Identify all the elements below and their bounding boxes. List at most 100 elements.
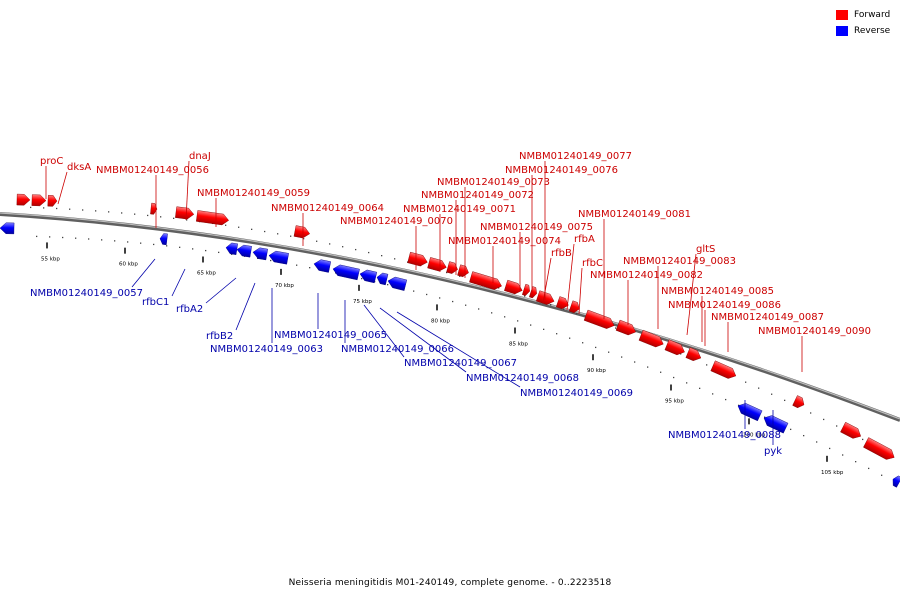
track-dot [69,208,71,210]
track-dot [316,240,318,242]
forward-gene[interactable] [522,283,531,296]
reverse-gene[interactable] [313,258,332,273]
forward-gene-leader [578,267,583,315]
forward-gene-leader [566,243,575,311]
forward-gene[interactable] [615,319,638,337]
track-dot [296,264,298,266]
track-dot [855,461,857,463]
forward-gene[interactable] [840,421,863,441]
track-dot [459,275,461,277]
forward-gene[interactable] [150,202,158,215]
forward-gene[interactable] [529,286,538,299]
reverse-gene[interactable] [252,247,268,261]
track-dot [342,246,344,248]
track-dot [465,304,467,306]
scale-tick-label: 75 kbp [353,299,372,305]
reverse-gene[interactable] [376,272,389,286]
reverse-gene[interactable] [236,244,252,258]
reverse-gene-label: NMBM01240149_0066 [341,344,454,355]
forward-gene[interactable] [31,194,47,207]
track-dot [699,387,701,389]
forward-gene-leader [542,257,552,304]
reverse-gene[interactable] [268,250,289,265]
forward-gene-label: gltS [696,244,715,255]
forward-gene[interactable] [664,339,687,357]
reverse-gene-leader [379,307,467,373]
track-dot [251,228,253,230]
track-dot [608,351,610,353]
forward-gene[interactable] [16,193,31,206]
forward-gene-label: NMBM01240149_0086 [668,300,781,311]
track-dot [550,304,552,306]
reverse-gene[interactable] [332,264,360,281]
forward-gene[interactable] [568,300,581,314]
track-dot [140,242,142,244]
track-dot [381,255,383,257]
track-dot [290,235,292,237]
reverse-gene[interactable] [159,233,168,246]
genome-caption: Neisseria meningitidis M01-240149, compl… [288,578,612,588]
forward-gene-label: NMBM01240149_0090 [758,326,871,337]
forward-gene[interactable] [47,194,58,207]
track-dot [192,248,194,250]
forward-gene[interactable] [583,309,616,331]
track-dot [329,243,331,245]
track-dot [127,241,129,243]
legend-forward-label: Forward [854,10,891,20]
track-dot [680,353,682,355]
track-dot [862,438,864,441]
reverse-gene[interactable] [387,276,408,291]
track-dot [784,399,786,402]
forward-gene-label: NMBM01240149_0075 [480,222,593,233]
forward-gene[interactable] [196,210,229,226]
track-dot [595,346,597,349]
forward-gene[interactable] [685,347,703,363]
track-dot [725,398,727,401]
reverse-gene[interactable] [762,413,789,434]
track-dot [829,447,831,450]
forward-gene[interactable] [293,225,311,240]
track-dot [270,259,272,262]
reverse-gene[interactable] [736,401,763,422]
forward-gene[interactable] [555,296,570,311]
forward-gene-label: rfbB [551,248,572,259]
reverse-gene[interactable] [890,474,900,488]
track-dot [706,364,708,366]
forward-gene[interactable] [710,360,738,381]
reverse-gene[interactable] [359,269,378,284]
forward-gene[interactable] [407,251,429,267]
scale-tick-label: 80 kbp [431,318,450,324]
forward-gene-label: NMBM01240149_0083 [623,256,736,267]
track-dot [868,467,870,470]
track-dot [556,333,558,335]
track-dot [147,214,149,217]
track-dot [446,271,448,274]
scale-tick-label: 70 kbp [275,283,294,289]
forward-gene[interactable] [863,437,896,463]
forward-gene-label: NMBM01240149_0076 [505,165,618,176]
track-dot [686,382,688,384]
forward-gene[interactable] [175,206,195,220]
track-dot [62,236,64,239]
forward-gene-label: NMBM01240149_0085 [661,286,774,297]
reverse-gene[interactable] [225,242,238,255]
forward-gene[interactable] [792,395,807,409]
track-dot [758,387,760,389]
forward-gene[interactable] [638,329,665,349]
track-dot [186,219,188,221]
track-dot [264,230,266,233]
gene-labels: proC dksA dnaJ NMBM01240149_0056 NMBM0124014… [30,151,871,457]
genome-backbone [0,212,900,422]
track-dot [101,239,103,241]
reverse-gene[interactable] [0,222,15,235]
legend-reverse-swatch [836,26,848,36]
forward-gene[interactable] [504,279,524,296]
legend-forward-swatch [836,10,848,20]
forward-gene-label: NMBM01240149_0077 [519,151,632,162]
track-dot [517,320,519,322]
reverse-gene-label: pyk [764,446,782,457]
forward-gene[interactable] [446,261,460,275]
forward-gene[interactable] [427,257,448,272]
scale-tick-label: 60 kbp [119,262,138,268]
